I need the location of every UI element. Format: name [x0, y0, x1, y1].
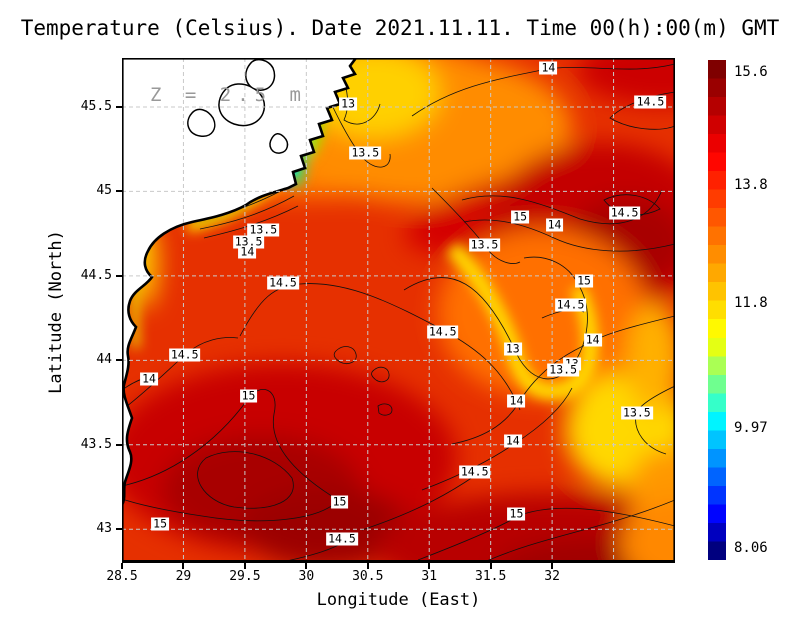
colorbar-labels: 15.6 13.8 11.8 9.97 8.06 [734, 60, 794, 560]
y-tick-label: 44 [96, 352, 112, 368]
chart-title: Temperature (Celsius). Date 2021.11.11. … [20, 16, 780, 40]
x-axis: 28.5 29 29.5 30 30.5 31 31.5 32 [106, 563, 675, 603]
colorbar-tick-label: 15.6 [734, 64, 768, 80]
y-tick-label: 43.5 [80, 436, 112, 452]
colorbar-tick-label: 11.8 [734, 295, 768, 311]
x-tick-label: 31.5 [475, 569, 507, 584]
x-tick-label: 29.5 [229, 569, 261, 584]
y-tick-mark [116, 190, 122, 193]
y-tick-label: 45.5 [80, 98, 112, 114]
x-tick-label: 30 [298, 569, 315, 584]
y-tick-label: 44.5 [80, 267, 112, 283]
x-tick-label: 29 [175, 569, 192, 584]
x-tick-mark [305, 563, 308, 569]
y-tick-mark [116, 528, 122, 531]
y-tick-label: 45 [96, 183, 112, 199]
x-tick-mark [551, 563, 554, 569]
y-tick-mark [116, 105, 122, 108]
y-tick-mark [116, 443, 122, 446]
y-tick-mark [116, 274, 122, 277]
y-axis-title: Latitude (North) [46, 230, 66, 394]
colorbar [708, 60, 726, 560]
x-tick-mark [243, 563, 246, 569]
colorbar-tick-label: 13.8 [734, 177, 768, 193]
x-tick-mark [182, 563, 185, 569]
x-tick-mark [121, 563, 123, 569]
x-tick-label: 28.5 [106, 569, 138, 584]
coastline [122, 58, 358, 508]
x-tick-mark [428, 563, 431, 569]
colorbar-tick-label: 9.97 [734, 420, 768, 436]
y-axis: 45.5 45 44.5 44 43.5 43 [0, 58, 122, 563]
y-tick-label: 43 [96, 521, 112, 537]
colorbar-tick-label: 8.06 [734, 540, 768, 556]
gridlines [122, 58, 675, 563]
depth-annotation: Z = 2.5 m [150, 84, 307, 106]
map-plot-area [122, 58, 675, 563]
delta-lakes [187, 58, 289, 154]
x-tick-label: 30.5 [352, 569, 384, 584]
x-axis-title: Longitude (East) [316, 590, 481, 610]
x-tick-mark [366, 563, 369, 569]
x-tick-label: 31 [421, 569, 438, 584]
y-tick-mark [116, 359, 122, 362]
x-tick-mark [489, 563, 492, 569]
x-tick-label: 32 [544, 569, 560, 584]
